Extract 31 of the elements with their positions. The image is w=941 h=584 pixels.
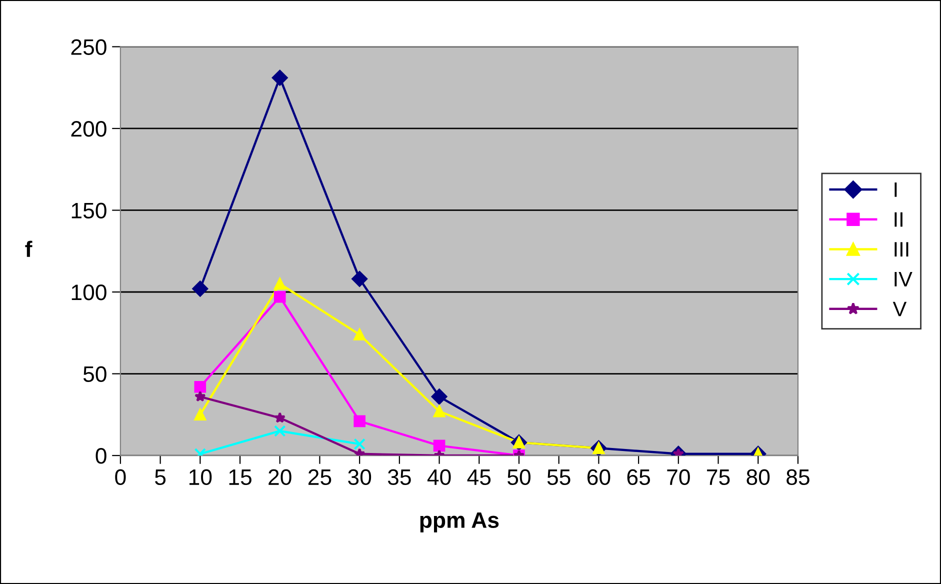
x-tick-label: 45	[467, 470, 491, 486]
x-tick-label: 15	[229, 470, 252, 486]
x-tick-label: 55	[547, 470, 570, 486]
x-tick-label: 5	[155, 470, 166, 486]
x-tick-label: 20	[268, 469, 292, 486]
x-tick-label: 70	[667, 469, 690, 486]
y-tick-label: 0	[96, 448, 106, 464]
x-tick-label: 0	[115, 469, 126, 486]
x-tick-label: 60	[587, 469, 610, 486]
legend-label: II	[894, 212, 902, 227]
x-tick-label: 10	[189, 469, 212, 486]
x-tick-label: 30	[348, 469, 372, 486]
x-tick-label: 25	[308, 469, 332, 486]
legend-label: V	[892, 302, 907, 316]
x-tick-label: 65	[627, 469, 650, 486]
x-tick-label: 75	[707, 470, 730, 486]
legend-label: IV	[894, 272, 912, 286]
x-tick-label: 50	[508, 469, 530, 486]
x-tick-label: 35	[388, 469, 411, 486]
legend-label: I	[894, 182, 897, 197]
y-tick-label: 50	[83, 366, 106, 382]
y-axis-title: f	[25, 240, 32, 257]
x-tick-label: 80	[746, 469, 770, 486]
y-tick-label: 150	[72, 202, 106, 219]
y-tick-label: 100	[72, 284, 106, 300]
x-tick-label: 40	[427, 469, 451, 486]
x-axis-title: ppm As	[420, 512, 499, 532]
x-tick-label: 85	[786, 469, 810, 486]
y-tick-label: 250	[71, 39, 106, 55]
legend-label: III	[894, 242, 908, 257]
y-tick-label: 200	[71, 121, 106, 137]
